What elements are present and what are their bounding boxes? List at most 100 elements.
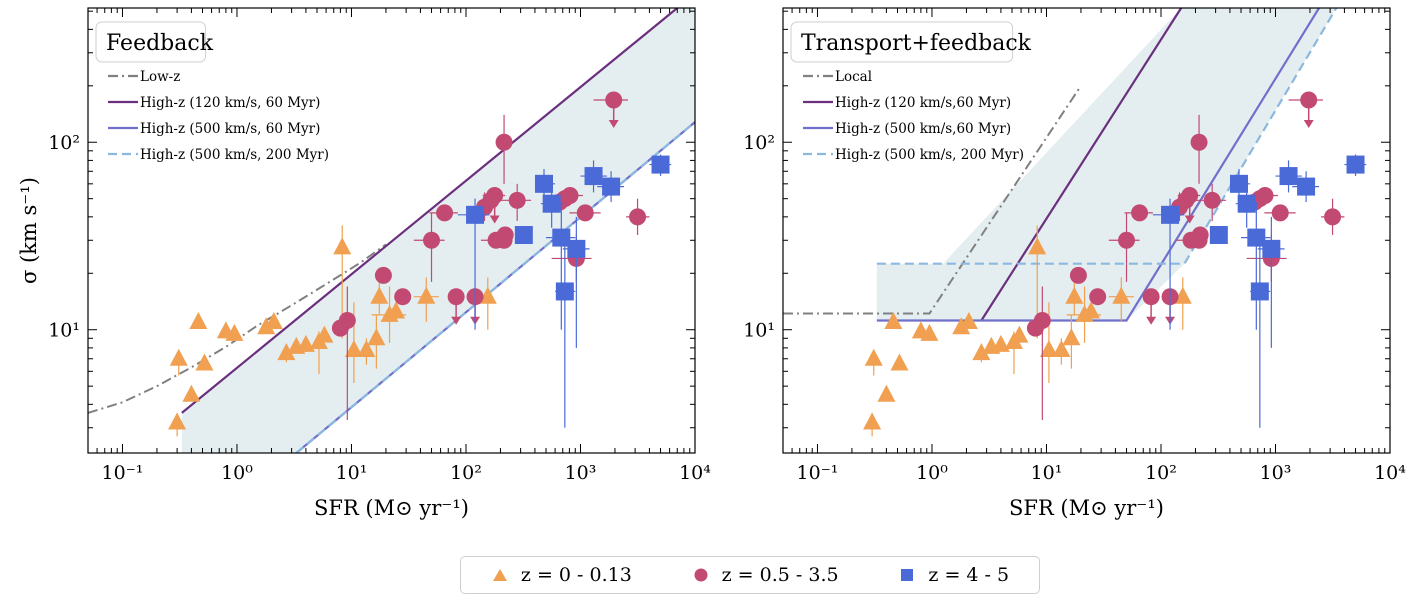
- x-tick-label: 10⁻¹: [102, 462, 144, 484]
- data-point-triangle: [296, 334, 315, 352]
- x-tick-label: 10⁰: [221, 462, 253, 484]
- x-tick-label: 10¹: [336, 462, 368, 484]
- data-point-triangle: [972, 343, 991, 361]
- legend-line-label: High-z (120 km/s,60 Myr): [835, 95, 1011, 111]
- data-point-triangle: [1062, 328, 1081, 346]
- data-point-triangle: [1065, 286, 1084, 304]
- bottom-legend: z = 0 - 0.13 z = 0.5 - 3.5 z = 4 - 5: [460, 556, 1040, 594]
- upper-limit-arrow: [1184, 215, 1195, 224]
- data-point-triangle: [478, 286, 497, 304]
- model-line-4: [295, 121, 695, 453]
- data-point-triangle: [257, 317, 276, 335]
- x-tick-label: 10⁻¹: [797, 462, 839, 484]
- data-point-circle: [1191, 226, 1209, 244]
- model-line-1: [783, 85, 1082, 315]
- panel-1-plot-area: [88, 8, 695, 453]
- legend-line-label: High-z (500 km/s, 200 Myr): [835, 147, 1024, 163]
- x-tick-label: 10³: [1260, 462, 1292, 484]
- panel-1-frame: [87, 7, 696, 454]
- data-point-triangle: [168, 412, 187, 430]
- data-point-triangle: [1010, 325, 1029, 343]
- data-point-circle: [423, 231, 441, 249]
- model-line-2: [181, 8, 678, 414]
- data-point-square: [552, 228, 571, 247]
- panel-2-plot-area: [783, 8, 1367, 437]
- data-point-triangle: [264, 311, 283, 329]
- circle-marker-icon: [694, 568, 708, 582]
- data-point-circle: [1271, 204, 1289, 222]
- data-point-square: [602, 177, 621, 196]
- data-point-triangle: [225, 323, 244, 341]
- data-point-circle: [1181, 186, 1199, 204]
- legend-line-label: Low-z: [140, 69, 180, 85]
- data-point-triangle: [182, 384, 201, 402]
- data-point-square: [584, 167, 603, 186]
- data-point-square: [1297, 177, 1316, 196]
- legend-label-low: z = 0 - 0.13: [520, 564, 632, 586]
- upper-limit-arrow: [489, 215, 500, 224]
- panel-title: Transport+feedback: [801, 31, 1032, 56]
- y-tick-label: 10²: [743, 132, 775, 154]
- x-tick-label: 10⁴: [679, 462, 711, 484]
- panel-title: Feedback: [106, 31, 214, 56]
- data-point-triangle: [863, 412, 882, 430]
- legend-label-mid: z = 0.5 - 3.5: [721, 564, 839, 586]
- legend-item-high: z = 4 - 5: [898, 564, 1009, 586]
- data-point-triangle: [1112, 286, 1131, 304]
- data-point-square: [1161, 205, 1180, 224]
- data-point-triangle: [890, 353, 909, 371]
- data-point-circle: [1131, 204, 1149, 222]
- data-point-circle: [1203, 191, 1221, 209]
- data-point-triangle: [1052, 339, 1071, 357]
- data-point-triangle: [920, 323, 939, 341]
- data-point-square: [651, 155, 670, 174]
- legend-item-mid: z = 0.5 - 3.5: [692, 564, 839, 586]
- panel-title-box: [95, 21, 207, 63]
- data-point-circle: [496, 226, 514, 244]
- data-point-triangle: [169, 348, 188, 366]
- upper-limit-arrow: [1146, 316, 1157, 325]
- data-point-circle: [447, 288, 465, 306]
- legend-line-label: High-z (500 km/s,60 Myr): [835, 121, 1011, 137]
- panel-2-frame: [782, 7, 1391, 454]
- data-point-triangle: [195, 353, 214, 371]
- data-point-circle: [1089, 288, 1107, 306]
- data-point-square: [1262, 239, 1281, 258]
- data-point-triangle: [370, 286, 389, 304]
- data-point-square: [1237, 194, 1256, 213]
- data-point-triangle: [387, 301, 406, 319]
- data-point-triangle: [315, 325, 334, 343]
- data-point-triangle: [1082, 301, 1101, 319]
- model-line-1: [88, 243, 387, 414]
- legend-line-label: High-z (500 km/s, 200 Myr): [140, 147, 329, 163]
- data-point-triangle: [277, 343, 296, 361]
- data-point-circle: [561, 186, 579, 204]
- data-point-circle: [1033, 311, 1051, 329]
- data-point-triangle: [1173, 286, 1192, 304]
- x-tick-label: 10²: [1145, 462, 1177, 484]
- x-tick-label: 10¹: [1031, 462, 1063, 484]
- y-tick-label: 10¹: [48, 320, 80, 342]
- x-axis-label: SFR (M⊙ yr⁻¹): [1009, 496, 1164, 520]
- model-line-2: [980, 8, 1183, 322]
- model-shaded-region: [181, 8, 695, 453]
- x-tick-label: 10²: [450, 462, 482, 484]
- data-point-circle: [495, 133, 513, 151]
- data-point-triangle: [1028, 237, 1047, 255]
- data-point-circle: [629, 208, 647, 226]
- triangle-marker-icon: [492, 569, 507, 581]
- data-point-circle: [1142, 288, 1160, 306]
- model-line-4: [876, 8, 1338, 265]
- data-point-triangle: [417, 286, 436, 304]
- data-point-square: [534, 174, 553, 193]
- data-point-square: [1279, 167, 1298, 186]
- data-point-circle: [1118, 231, 1136, 249]
- data-point-square: [542, 194, 561, 213]
- data-point-triangle: [864, 348, 883, 366]
- x-tick-label: 10⁰: [916, 462, 948, 484]
- data-point-triangle: [367, 328, 386, 346]
- data-point-circle: [576, 204, 594, 222]
- data-point-square: [514, 226, 533, 245]
- data-point-triangle: [189, 311, 208, 329]
